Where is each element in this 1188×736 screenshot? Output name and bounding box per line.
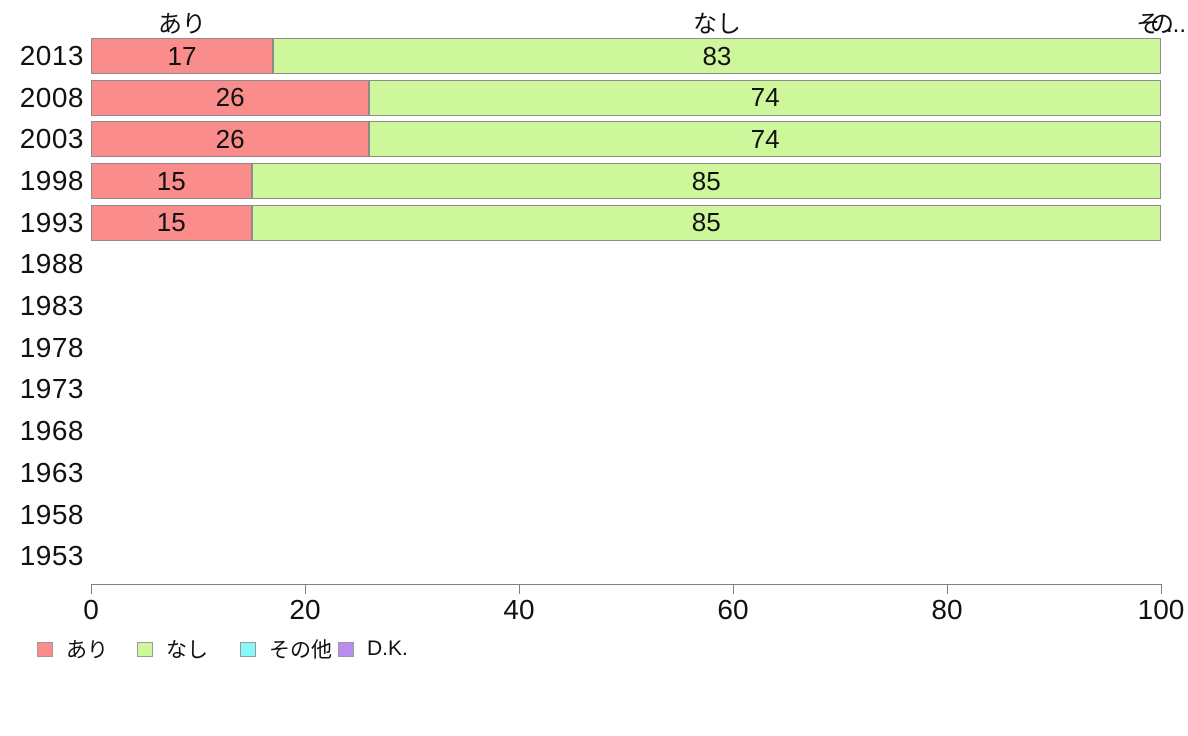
bar-value-label: 83 [702,40,732,71]
x-axis-tick-label: 60 [717,594,749,625]
bar-segment-ari: 15 [91,204,252,241]
y-axis-label: 1953 [19,540,84,572]
y-axis-label: 1968 [19,415,84,447]
x-axis-tick-label: 20 [289,594,321,625]
legend-label-sonota: その他 [269,639,332,662]
y-axis-label: 1998 [19,164,84,196]
column-header-nashi: なし [692,11,741,38]
x-axis-tick [947,584,948,594]
bar-segment-nashi: 83 [272,38,1161,74]
bar-segment-nashi: 74 [369,79,1161,116]
column-header-truncated-ellipsis: ... [1165,11,1186,38]
x-axis-tick-label: 80 [931,594,963,625]
column-header-ari: あり [157,11,206,38]
y-axis-label: 1993 [19,206,84,238]
x-axis-tick [91,584,92,594]
y-axis-label: 1963 [19,456,84,488]
legend-swatch-ari [37,641,53,657]
bar-segment-ari: 26 [91,121,370,158]
x-axis-tick [1161,584,1162,594]
legend-item-dk: D.K. [338,636,408,662]
bar-segment-nashi: 85 [251,163,1161,200]
x-axis-tick [733,584,734,594]
x-axis-tick-label: 100 [1137,594,1185,625]
y-axis-label: 1973 [19,373,84,405]
legend-item-ari: あり [37,636,108,662]
legend: あり なし その他 D.K. [37,636,1137,662]
bar-value-label: 74 [750,82,780,113]
bar-value-label: 26 [215,82,245,113]
y-axis-label: 1983 [19,290,84,322]
x-axis-tick-label: 0 [83,594,99,625]
y-axis-label: 1978 [19,331,84,363]
bar-value-label: 15 [156,207,186,238]
legend-label-nashi: なし [166,639,208,662]
bar-segment-ari: 26 [91,79,370,116]
legend-item-sonota: その他 [240,636,332,662]
x-axis-tick [519,584,520,594]
x-axis-line [91,584,1162,585]
bar-segment-ari: 15 [91,163,252,200]
y-axis-label: 1988 [19,248,84,280]
bar-value-label: 17 [167,40,197,71]
bar-value-label: 26 [215,123,245,154]
legend-label-dk: D.K. [367,637,408,660]
y-axis-label: 2008 [19,81,84,113]
bar-value-label: 85 [691,165,721,196]
bar-segment-nashi: 85 [251,204,1161,241]
column-header-truncated-kana: その [1136,11,1174,38]
legend-item-nashi: なし [137,636,208,662]
y-axis-label: 2013 [19,39,84,71]
x-axis-tick-label: 40 [503,594,535,625]
bar-value-label: 15 [156,165,186,196]
legend-swatch-dk [338,641,354,657]
bar-segment-ari: 17 [91,38,273,74]
column-header-sonota-truncated: その... [1136,4,1186,39]
x-axis-tick [305,584,306,594]
legend-swatch-nashi [137,641,153,657]
bar-segment-nashi: 74 [369,121,1161,158]
y-axis-label: 1958 [19,498,84,530]
legend-label-ari: あり [66,639,108,662]
legend-swatch-sonota [240,641,256,657]
bar-value-label: 85 [691,207,721,238]
bar-value-label: 74 [750,123,780,154]
y-axis-label: 2003 [19,123,84,155]
